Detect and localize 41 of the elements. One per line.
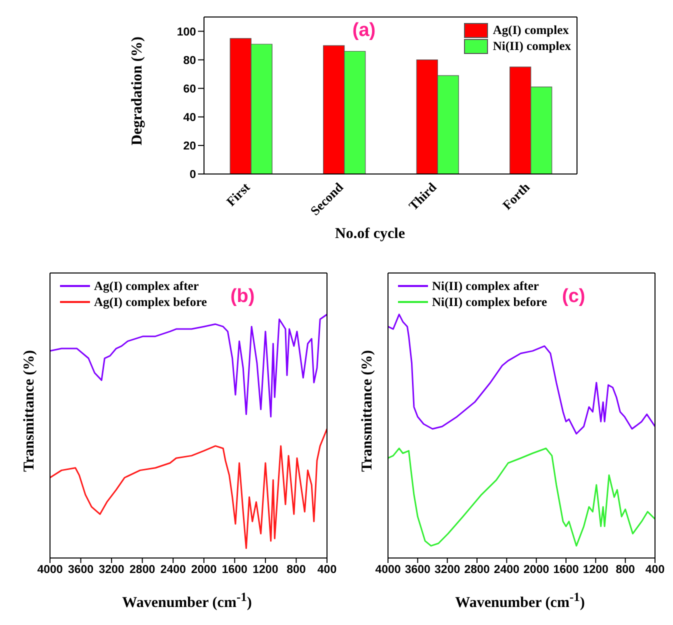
x-tick-label: 2400 xyxy=(160,564,186,576)
y-axis-title: Transmittance (%) xyxy=(360,350,376,472)
x-tick-label: 3200 xyxy=(98,564,124,576)
x-tick-label: 1600 xyxy=(553,564,579,576)
y-tick-label: 80 xyxy=(183,54,196,67)
x-tick-label: 2000 xyxy=(191,564,217,576)
x-tick-label: 3600 xyxy=(404,564,430,576)
chart-title: (b) xyxy=(230,286,255,308)
y-tick-label: 40 xyxy=(183,112,196,124)
y-axis-title: Transmittance (%) xyxy=(22,350,38,472)
x-tick-label: 1200 xyxy=(582,564,608,576)
x-tick-label: 1600 xyxy=(222,564,248,576)
x-tick-label: 400 xyxy=(317,564,337,576)
x-tick-label: 2800 xyxy=(130,564,156,576)
x-tick-label: 4000 xyxy=(37,564,63,576)
legend-label: Ni(II) complex xyxy=(492,38,571,54)
x-tick-label: 3200 xyxy=(434,564,460,576)
x-tick-label: 2400 xyxy=(494,564,520,576)
y-tick-label: 20 xyxy=(183,140,196,153)
legend-label: Ag(I) complex before xyxy=(94,294,207,310)
y-axis-title: Degradation (%) xyxy=(130,36,146,146)
x-tick-label: 3600 xyxy=(68,564,94,576)
x-tick-label: 800 xyxy=(286,564,306,576)
legend-label: Ni(II) complex after xyxy=(432,278,539,294)
x-tick-label: 800 xyxy=(616,564,635,576)
x-tick-label: 1200 xyxy=(252,564,278,576)
x-axis-title: Wavenumber (cm$^{-1}$) xyxy=(121,590,253,612)
legend-label: Ni(II) complex before xyxy=(432,294,548,310)
x-tick-label: 4000 xyxy=(375,564,401,576)
x-axis-title: Wavenumber (cm$^{-1}$) xyxy=(454,590,586,612)
y-tick-label: 0 xyxy=(190,169,196,182)
y-tick-label: 60 xyxy=(183,83,196,96)
x-axis-title: No.of cycle xyxy=(334,226,406,243)
legend-label: Ag(I) complex xyxy=(492,22,569,38)
chart-title: (a) xyxy=(352,20,376,42)
x-tick-label: 400 xyxy=(645,564,665,576)
x-tick-label: 2800 xyxy=(464,564,490,576)
chart-title: (c) xyxy=(562,286,586,308)
y-tick-label: 100 xyxy=(176,26,196,38)
legend-label: Ag(I) complex after xyxy=(94,278,199,294)
x-tick-label: 2000 xyxy=(524,564,550,576)
